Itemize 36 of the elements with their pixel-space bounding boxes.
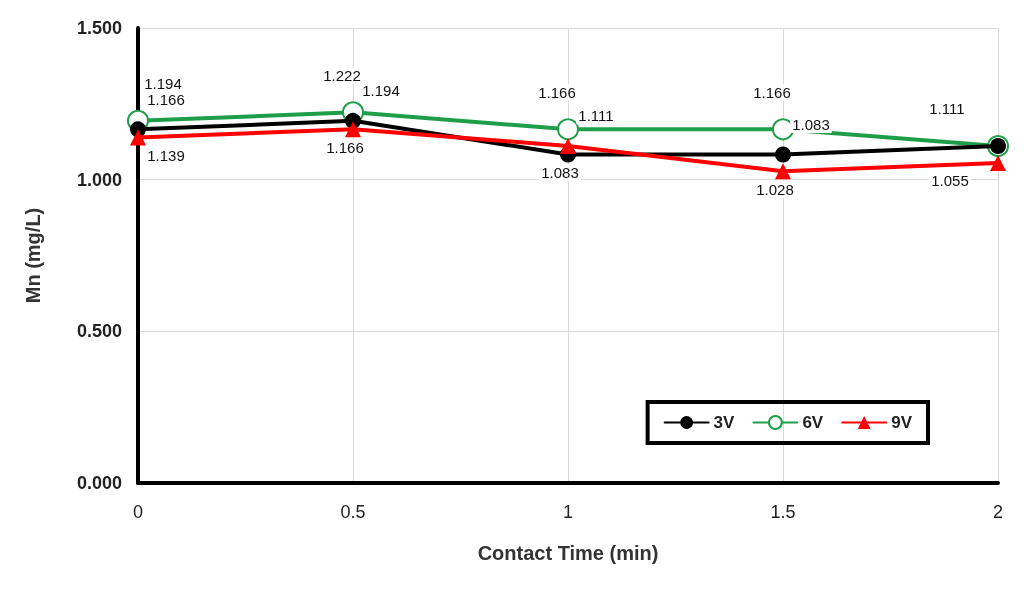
data-label: 1.055: [931, 172, 969, 190]
point: [560, 138, 576, 154]
x-tick-label: 1.5: [770, 502, 796, 522]
x-tick-label: 2: [992, 502, 1004, 522]
data-label: 1.166: [147, 90, 185, 108]
point: [990, 154, 1006, 171]
legend-label: 3V: [713, 413, 736, 432]
data-label: 1.166: [326, 138, 364, 156]
data-label: 1.111: [929, 100, 965, 118]
y-tick-label: 0.000: [76, 473, 122, 493]
data-label: 1.028: [756, 180, 794, 198]
data-label: 1.083: [541, 163, 579, 181]
point: [772, 118, 794, 141]
legend-label: 6V: [802, 413, 824, 432]
x-tick-label: 1: [562, 502, 574, 522]
data-label: 1.111: [578, 107, 614, 125]
data-label: 1.222: [323, 66, 361, 84]
data-label: 1.194: [362, 82, 400, 100]
point: [345, 121, 361, 138]
data-label: 1.083: [792, 115, 830, 133]
x-tick-label: 0: [132, 502, 144, 522]
x-tick-label: 0.5: [340, 502, 366, 522]
point: [130, 129, 146, 146]
data-label: 1.194: [144, 75, 182, 93]
point: [775, 146, 791, 163]
data-label: 1.166: [538, 83, 576, 101]
y-tick-label: 0.500: [76, 321, 122, 342]
y-axis-title: Mn (mg/L): [22, 207, 44, 304]
y-tick-label: 1.500: [76, 18, 122, 38]
data-label: 1.166: [753, 83, 791, 101]
legend-label: 9V: [891, 413, 913, 432]
y-tick-label: 1.000: [76, 169, 122, 190]
point: [775, 163, 791, 180]
data-label: 1.139: [147, 147, 185, 164]
x-axis-title: Contact Time (min): [477, 542, 659, 564]
point: [557, 118, 579, 141]
